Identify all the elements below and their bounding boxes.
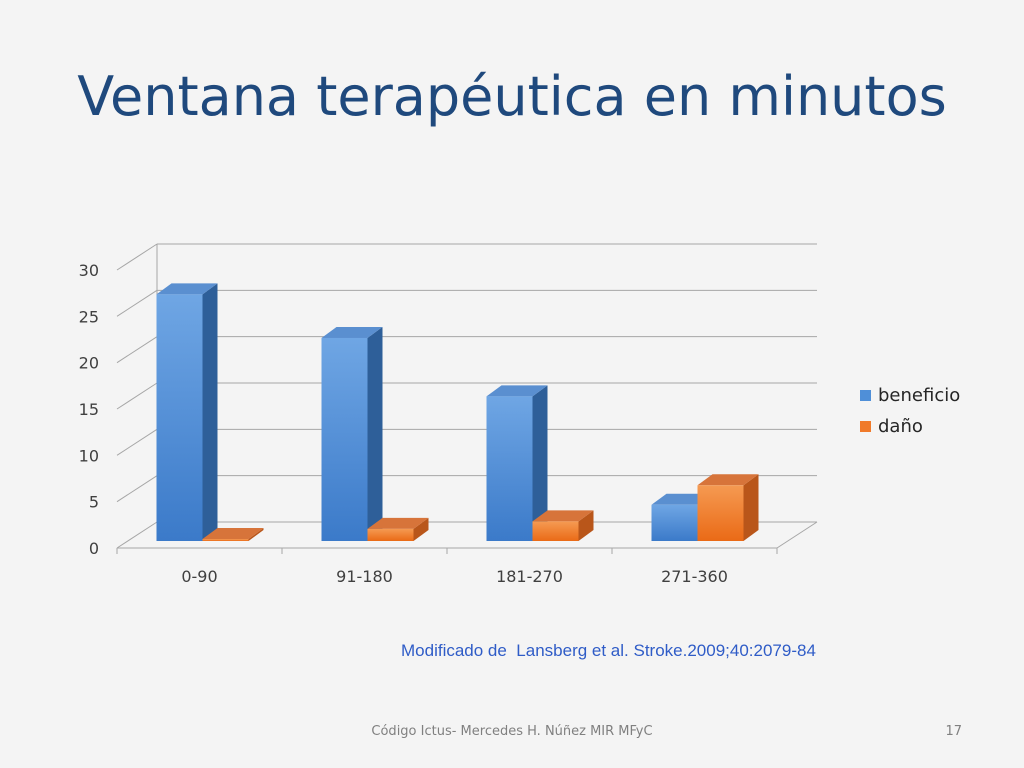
bar-front-face [486, 396, 533, 541]
bar-front-face [321, 337, 368, 541]
bar-beneficio [156, 283, 218, 541]
legend-label-beneficio: beneficio [878, 385, 961, 406]
legend-swatch-dano [860, 421, 871, 432]
slide-title: Ventana terapéutica en minutos [77, 65, 947, 128]
gridline-side [116, 428, 158, 456]
bar-top-face [156, 283, 218, 295]
page-number: 17 [945, 724, 962, 739]
bar-front-face [367, 528, 414, 541]
bar-top-face [697, 474, 759, 486]
bar-side-face [743, 474, 759, 541]
x-tick-label: 181-270 [496, 567, 563, 586]
legend-item-dano: daño [860, 411, 960, 442]
bar-top-face [321, 326, 383, 338]
chart-labels: 0 5 10 15 20 25 30 0-90 91-180 181-270 271-360 [79, 261, 728, 586]
bar-front-face [532, 521, 579, 541]
bar-side-face [578, 510, 594, 541]
bar-top-face [532, 510, 594, 522]
y-tick-label: 25 [79, 307, 99, 326]
legend-item-beneficio: beneficio [860, 380, 960, 411]
y-tick-label: 0 [89, 539, 99, 558]
bar-side-face [202, 283, 218, 541]
gridline-side [116, 475, 158, 503]
bar-front-face [697, 485, 744, 541]
bar-side-face [413, 517, 429, 541]
y-tick-label: 15 [79, 400, 99, 419]
gridline-side [116, 243, 158, 271]
gridline-side [116, 336, 158, 364]
gridline-side [116, 289, 158, 317]
legend-label-dano: daño [878, 416, 923, 437]
bar-front-face [156, 294, 203, 541]
bar-side-face [248, 528, 264, 541]
floor-right-edge [776, 521, 818, 549]
y-tick-label: 10 [79, 446, 99, 465]
chart-bars [156, 283, 759, 541]
bar-top-face [486, 385, 548, 397]
slide-footer: Código Ictus- Mercedes H. Núñez MIR MFyC [371, 724, 653, 739]
chart-legend: beneficio daño [860, 380, 960, 442]
y-tick-label: 20 [79, 354, 99, 373]
legend-swatch-beneficio [860, 390, 871, 401]
bar-side-face [367, 326, 383, 541]
bar-dano [697, 474, 759, 541]
bar-beneficio [321, 326, 383, 541]
bar-beneficio [486, 385, 548, 541]
bar-top-face [651, 493, 713, 505]
bar-dano [202, 528, 264, 541]
y-tick-label: 5 [89, 493, 99, 512]
bar-front-face [202, 539, 249, 541]
x-tick-label: 0-90 [181, 567, 217, 586]
x-tick-label: 91-180 [336, 567, 393, 586]
bar-side-face [532, 385, 548, 541]
gridline-side [116, 521, 158, 549]
y-tick-label: 30 [79, 261, 99, 280]
x-tick-label: 271-360 [661, 567, 728, 586]
bar-dano [532, 510, 594, 541]
gridline-side [116, 382, 158, 410]
bar-dano [367, 517, 429, 541]
bar-top-face [367, 517, 429, 529]
citation: Modificado de Lansberg et al. Stroke.200… [401, 641, 816, 660]
bar-top-face [202, 528, 264, 540]
bar-front-face [651, 504, 698, 541]
